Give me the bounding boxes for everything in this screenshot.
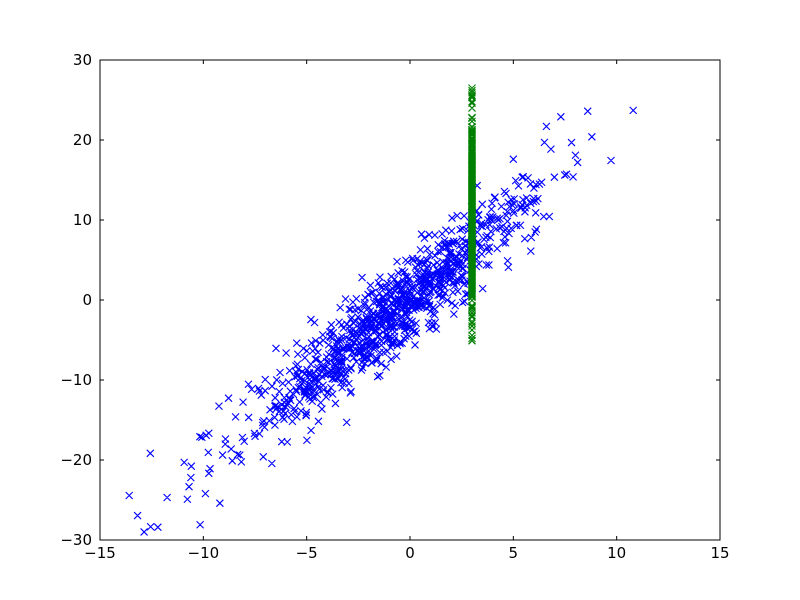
y-tick-label: 30 <box>73 51 92 69</box>
x-tick-label: −15 <box>84 544 116 562</box>
scatter-series-group <box>125 84 638 536</box>
y-tick-label: −30 <box>60 531 92 549</box>
x-tick-label: 15 <box>710 544 729 562</box>
tick-labels: −15 −10 −5 0 5 10 15 −30 −20 −10 0 10 20 30 <box>60 51 729 562</box>
x-tick-label: −10 <box>188 544 220 562</box>
x-tick-label: 10 <box>607 544 626 562</box>
y-tick-label: −20 <box>60 451 92 469</box>
y-tick-label: −10 <box>60 371 92 389</box>
tick-marks <box>99 59 721 541</box>
y-tick-label: 10 <box>73 211 92 229</box>
y-tick-label: 20 <box>73 131 92 149</box>
x-tick-label: 0 <box>405 544 415 562</box>
green-vertical-cluster-markers <box>468 84 476 345</box>
blue-diagonal-cluster-markers <box>125 106 638 536</box>
x-tick-label: 5 <box>509 544 519 562</box>
x-tick-label: −5 <box>296 544 318 562</box>
y-tick-label: 0 <box>82 291 92 309</box>
